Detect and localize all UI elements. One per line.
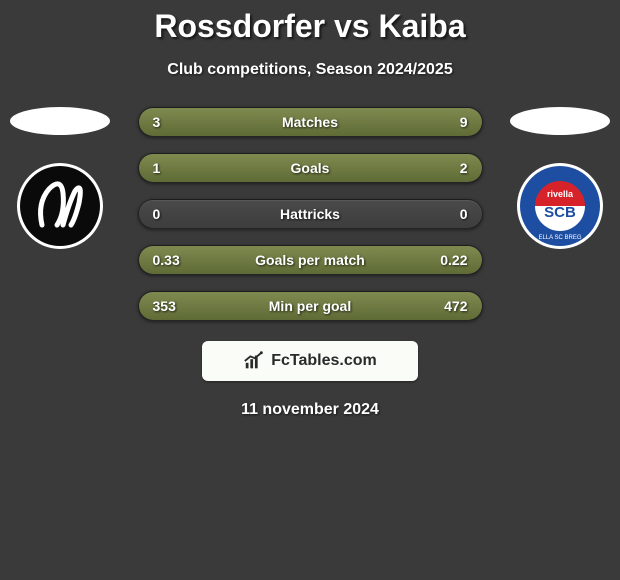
bar-fill-left	[139, 108, 225, 136]
bar-fill-right	[252, 154, 482, 182]
metric-value-left: 0.33	[153, 252, 180, 268]
metric-bar: 0.33 0.22 Goals per match	[138, 245, 483, 275]
club-logo-icon: rivella SCB ELLA SC BREG	[517, 163, 603, 249]
metric-label: Goals	[291, 160, 330, 176]
metric-label: Matches	[282, 114, 338, 130]
left-player-placeholder	[10, 107, 110, 135]
svg-text:SCB: SCB	[544, 204, 576, 221]
right-club-column: rivella SCB ELLA SC BREG	[510, 107, 610, 249]
metric-value-left: 353	[153, 298, 176, 314]
metric-value-right: 0.22	[440, 252, 467, 268]
metric-value-left: 3	[153, 114, 161, 130]
metric-value-right: 472	[444, 298, 467, 314]
metric-value-right: 2	[460, 160, 468, 176]
right-player-placeholder	[510, 107, 610, 135]
left-club-column	[10, 107, 110, 249]
metric-bar: 353 472 Min per goal	[138, 291, 483, 321]
metric-bar: 0 0 Hattricks	[138, 199, 483, 229]
brand-badge[interactable]: FcTables.com	[202, 341, 418, 381]
bar-fill-right	[224, 108, 481, 136]
subtitle: Club competitions, Season 2024/2025	[0, 61, 620, 79]
metric-bars: 3 9 Matches 1 2 Goals 0 0 Hattricks 0.33 0.22 Goals…	[138, 107, 483, 321]
metric-label: Min per goal	[269, 298, 351, 314]
metric-value-left: 1	[153, 160, 161, 176]
metric-bar: 3 9 Matches	[138, 107, 483, 137]
metric-bar: 1 2 Goals	[138, 153, 483, 183]
svg-text:ELLA SC BREG: ELLA SC BREG	[538, 235, 581, 241]
metric-value-left: 0	[153, 206, 161, 222]
metric-value-right: 0	[460, 206, 468, 222]
right-club-logo: rivella SCB ELLA SC BREG	[517, 163, 603, 249]
brand-text: FcTables.com	[271, 352, 377, 370]
club-logo-icon	[17, 163, 103, 249]
page-title: Rossdorfer vs Kaiba	[0, 0, 620, 45]
comparison-panel: rivella SCB ELLA SC BREG 3 9 Matches 1 2 Goal…	[0, 107, 620, 419]
left-club-logo	[17, 163, 103, 249]
chart-icon	[243, 350, 265, 372]
date: 11 november 2024	[0, 401, 620, 419]
metric-label: Hattricks	[280, 206, 340, 222]
metric-value-right: 9	[460, 114, 468, 130]
metric-label: Goals per match	[255, 252, 365, 268]
svg-text:rivella: rivella	[547, 189, 574, 199]
